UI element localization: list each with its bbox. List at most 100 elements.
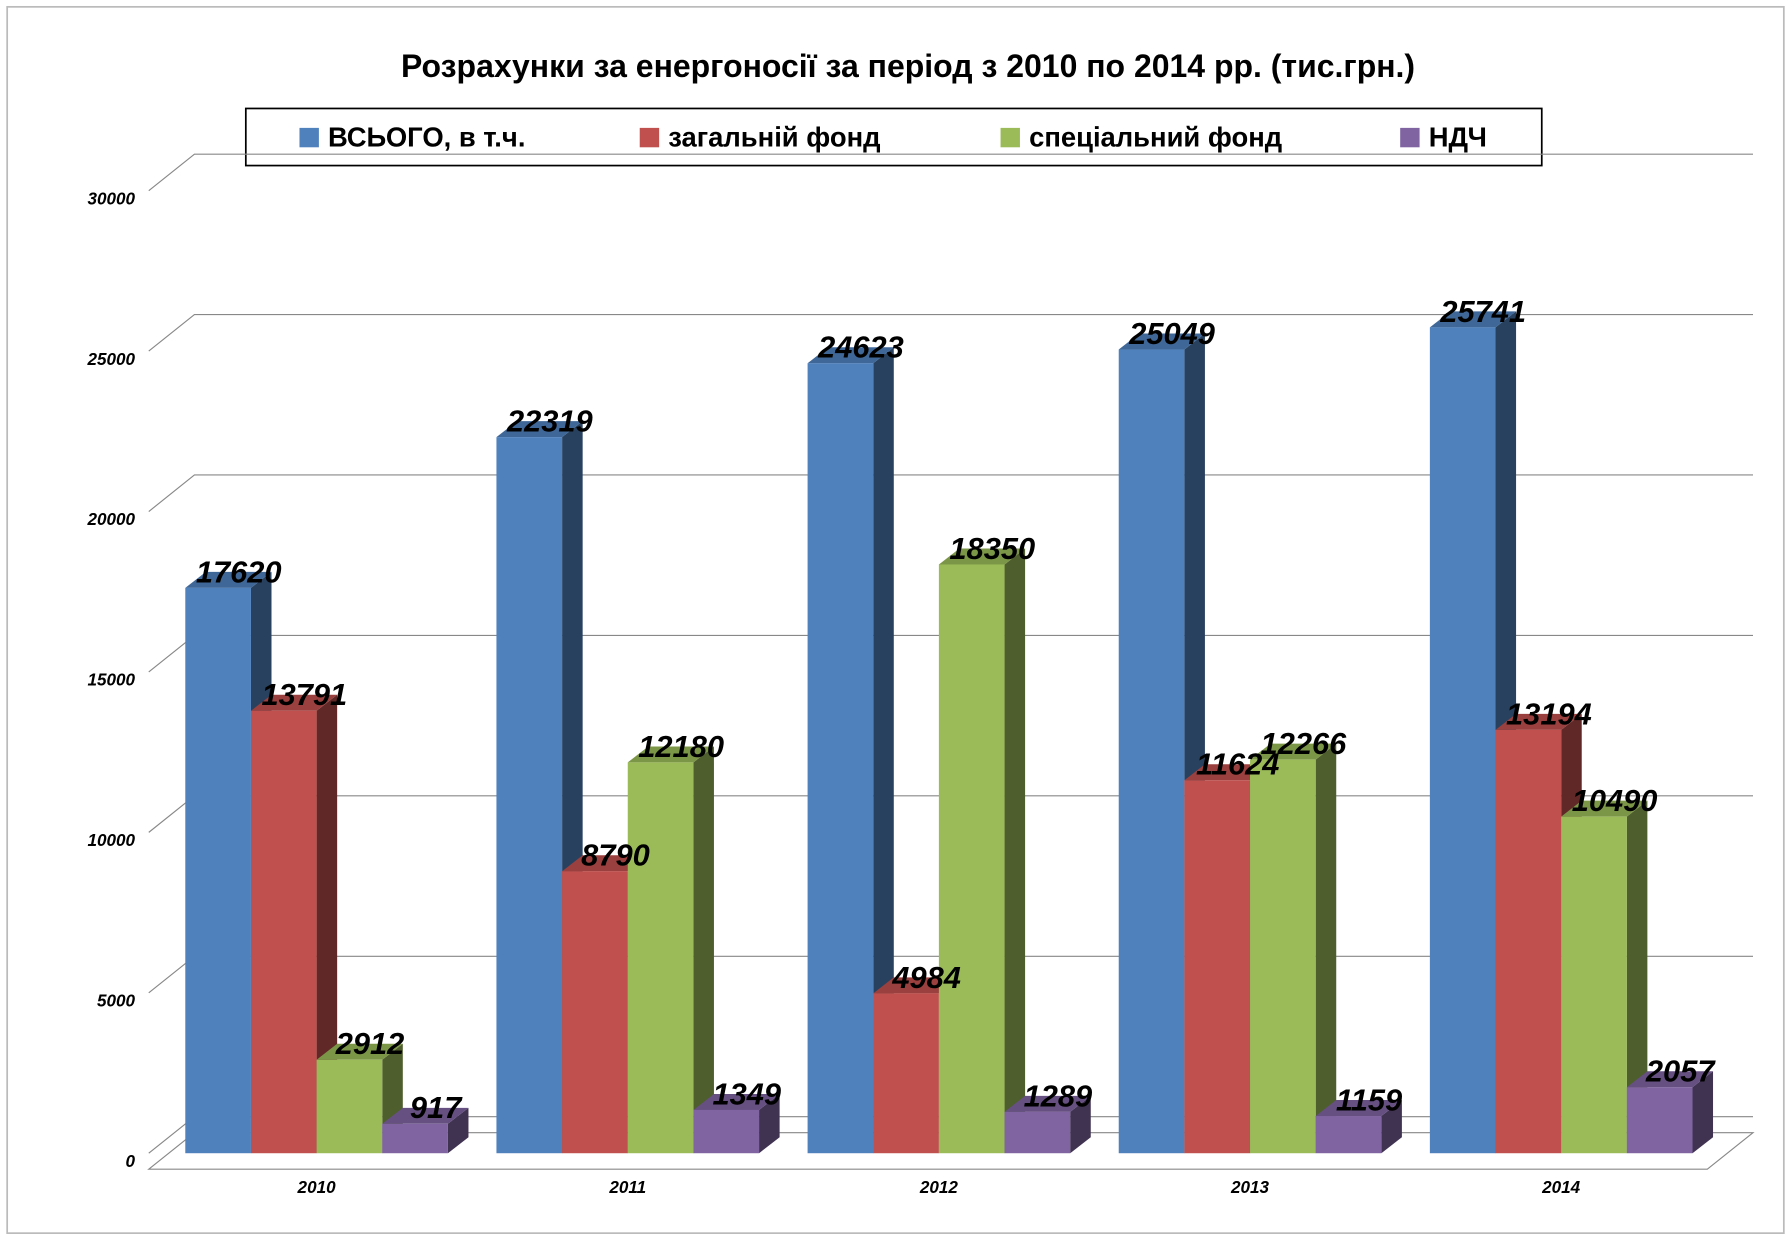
- bar-top: [1626, 1071, 1714, 1088]
- bar: [1250, 743, 1337, 1154]
- x-tick-label: 2013: [1230, 1178, 1270, 1197]
- bar-top: [1118, 333, 1205, 350]
- bar-side: [1315, 743, 1337, 1154]
- bar-side: [873, 347, 894, 1154]
- grid-line: [148, 153, 1753, 192]
- bar-top: [1429, 311, 1517, 328]
- chart-title: Розрахунки за енергоносії за період з 20…: [401, 48, 1415, 84]
- bar-front: [1250, 759, 1316, 1154]
- bar-front: [185, 587, 251, 1154]
- bar-top: [562, 855, 649, 872]
- bar-front: [496, 437, 563, 1154]
- bar: [938, 548, 1026, 1154]
- bar-front: [693, 1109, 760, 1154]
- data-label: 11624: [1196, 747, 1279, 782]
- y-tick-label: 15000: [87, 671, 135, 690]
- y-tick-label: 5000: [97, 991, 136, 1010]
- bar-side: [316, 694, 338, 1154]
- data-label: 25741: [1439, 294, 1526, 329]
- bar: [1561, 800, 1648, 1154]
- bar-top: [382, 1107, 469, 1124]
- bar-top: [496, 421, 583, 438]
- data-label: 17620: [196, 554, 282, 589]
- data-label: 13791: [261, 677, 347, 712]
- bar-side: [1626, 800, 1648, 1154]
- bar: [627, 746, 714, 1154]
- data-label: 22319: [506, 404, 593, 439]
- y-tick-label: 20000: [86, 510, 135, 529]
- bar-side: [1070, 1095, 1091, 1154]
- bar-front: [316, 1059, 383, 1154]
- legend-label: ВСЬОГО, в т.ч.: [328, 122, 525, 153]
- x-tick-label: 2014: [1541, 1178, 1581, 1197]
- bar: [250, 694, 338, 1154]
- bar: [1004, 1095, 1091, 1154]
- bar: [807, 347, 894, 1154]
- bar-top: [250, 694, 338, 711]
- bar-side: [693, 746, 714, 1154]
- bar-front: [807, 363, 874, 1154]
- legend-label: НДЧ: [1429, 122, 1487, 153]
- legend-label: спеціальний фонд: [1029, 122, 1282, 153]
- data-label: 1349: [713, 1076, 782, 1111]
- data-label: 2912: [335, 1026, 405, 1061]
- bar-top: [807, 347, 894, 364]
- bar-top: [1004, 1095, 1091, 1112]
- bar-front: [1118, 349, 1185, 1154]
- bar: [1626, 1071, 1714, 1154]
- bar-top: [1561, 800, 1648, 817]
- bar-front: [938, 564, 1005, 1154]
- data-label: 25049: [1128, 316, 1215, 351]
- y-tick-label: 10000: [87, 831, 135, 850]
- bar-front: [562, 871, 628, 1154]
- bar-top: [316, 1043, 403, 1060]
- floor: [147, 1132, 1755, 1170]
- grid-line: [148, 313, 1753, 352]
- bar-front: [1184, 780, 1251, 1154]
- bar-side: [1692, 1071, 1714, 1154]
- y-tick-label: 30000: [87, 189, 135, 208]
- legend-label: загальній фонд: [668, 122, 880, 153]
- bar-front: [1315, 1116, 1382, 1154]
- data-label: 13194: [1506, 696, 1592, 731]
- legend-box: [244, 107, 1543, 167]
- data-label: 2057: [1645, 1054, 1716, 1089]
- x-tick-label: 2010: [297, 1178, 337, 1197]
- bar-top: [1495, 713, 1582, 730]
- bar-front: [1429, 327, 1496, 1154]
- bar-top: [1315, 1100, 1402, 1117]
- bar-side: [1381, 1100, 1402, 1154]
- bar-top: [185, 571, 272, 588]
- y-tick-label: 25000: [86, 350, 135, 369]
- data-label: 4984: [891, 960, 961, 995]
- bar-front: [1561, 816, 1627, 1154]
- legend-swatch: [639, 127, 660, 148]
- bar-side: [447, 1107, 469, 1154]
- bar-top: [1250, 743, 1337, 760]
- x-tick-label: 2012: [919, 1178, 959, 1197]
- bar-front: [1004, 1111, 1071, 1154]
- data-label: 8790: [581, 838, 650, 873]
- bar-front: [873, 993, 939, 1154]
- data-label: 24623: [817, 330, 904, 365]
- bar-front: [1495, 729, 1562, 1154]
- bar-top: [1184, 764, 1271, 781]
- legend-swatch: [1400, 127, 1420, 148]
- legend-swatch: [299, 127, 319, 148]
- legend-swatch: [1000, 127, 1020, 148]
- bar: [1315, 1100, 1402, 1154]
- data-label: 12266: [1261, 726, 1348, 761]
- data-label: 10490: [1572, 783, 1658, 818]
- data-label: 1289: [1024, 1078, 1093, 1113]
- x-tick-label: 2011: [608, 1178, 646, 1197]
- bar-front: [1626, 1087, 1693, 1154]
- bar-top: [938, 548, 1026, 565]
- bar-front: [382, 1123, 448, 1154]
- bar: [382, 1107, 469, 1154]
- bar-top: [873, 977, 960, 994]
- bar: [693, 1093, 780, 1154]
- bar-top: [693, 1093, 780, 1110]
- bar-front: [627, 762, 694, 1154]
- data-label: 18350: [949, 531, 1035, 566]
